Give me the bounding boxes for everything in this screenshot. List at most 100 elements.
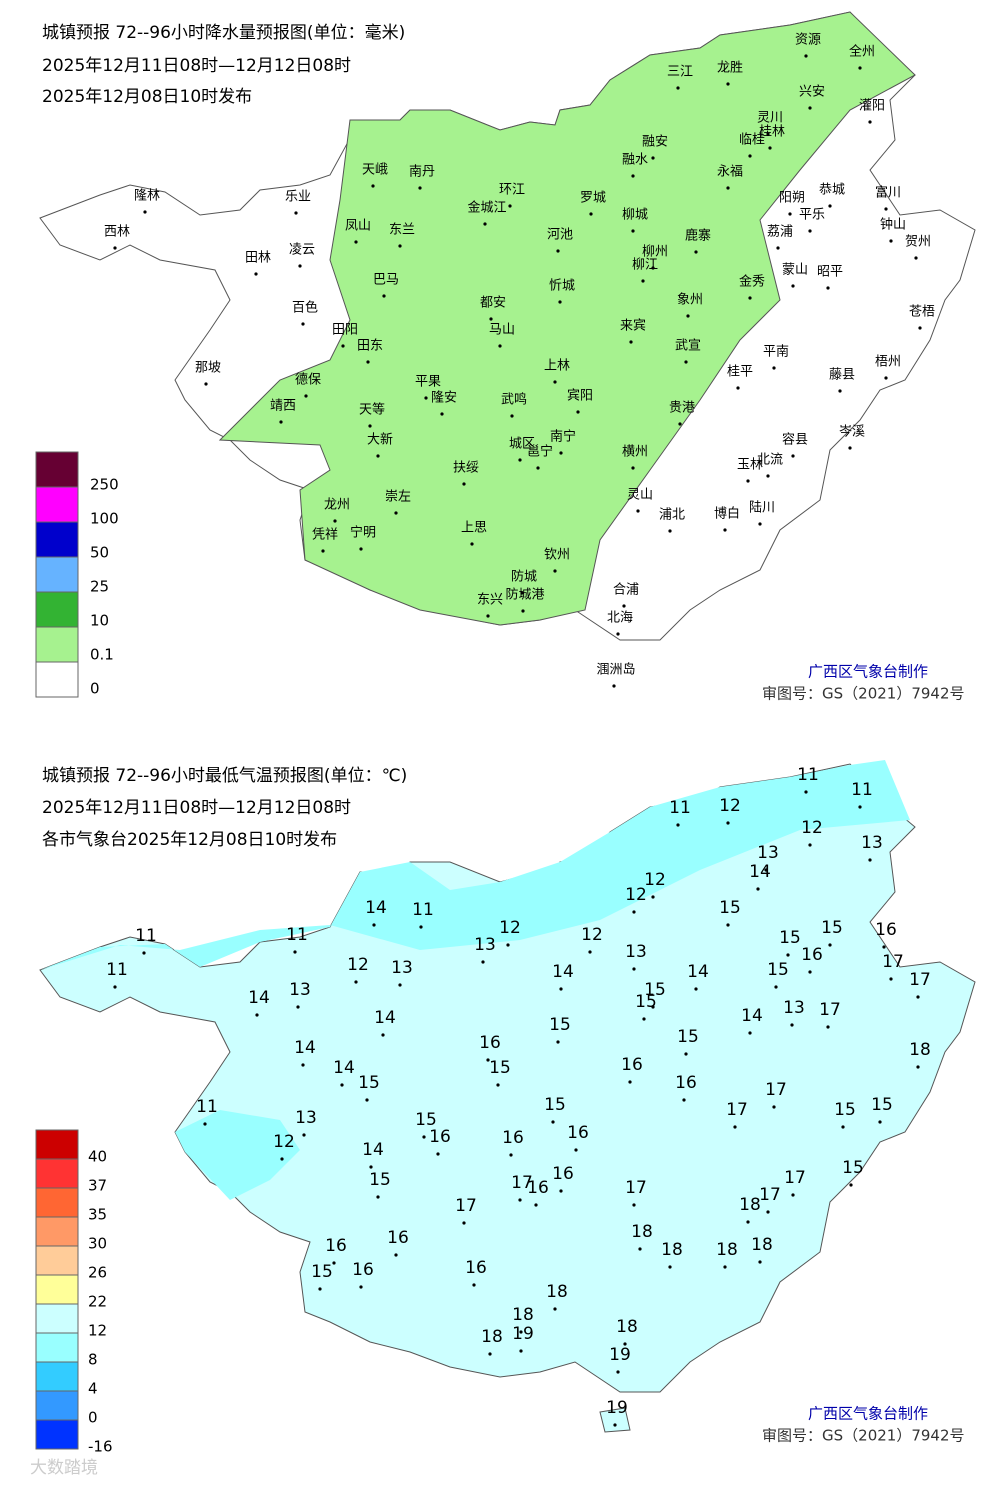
temperature-value: 11 xyxy=(135,926,157,946)
station-dot xyxy=(808,843,812,847)
station-dot xyxy=(340,1083,344,1087)
temperature-value: 13 xyxy=(861,833,883,853)
station-dot xyxy=(766,1210,770,1214)
temperature-value: 17 xyxy=(455,1196,477,1216)
temperature-value: 14 xyxy=(741,1006,763,1026)
city-label: 永福 xyxy=(717,165,743,180)
legend-swatch xyxy=(35,1158,79,1189)
temperature-value: 18 xyxy=(631,1222,653,1242)
legend-label: 8 xyxy=(88,1351,98,1369)
temperature-value: 15 xyxy=(644,980,666,1000)
station-dot xyxy=(333,519,337,523)
city-label: 藤县 xyxy=(829,368,855,383)
city-label: 南丹 xyxy=(409,164,435,180)
temperature-value: 14 xyxy=(362,1140,384,1160)
station-dot xyxy=(678,422,682,426)
station-dot xyxy=(113,246,117,250)
temperature-value: 14 xyxy=(749,862,771,882)
station-dot xyxy=(553,380,557,384)
city-label: 桂平 xyxy=(727,365,753,380)
station-dot xyxy=(668,1265,672,1269)
city-label: 融水 xyxy=(622,153,648,168)
station-dot xyxy=(632,967,636,971)
temperature-value: 16 xyxy=(567,1123,589,1143)
temperature-value: 15 xyxy=(677,1027,699,1047)
temperature-value: 18 xyxy=(739,1195,761,1215)
station-dot xyxy=(318,1287,322,1291)
city-label: 防城 xyxy=(511,569,537,585)
station-dot xyxy=(366,360,370,364)
station-dot xyxy=(321,549,325,553)
station-dot xyxy=(298,264,302,268)
temperature-value: 15 xyxy=(871,1095,893,1115)
station-dot xyxy=(483,222,487,226)
temperature-value: 11 xyxy=(412,900,434,920)
temperature-value: 13 xyxy=(625,942,647,962)
legend-swatch xyxy=(35,591,79,628)
station-dot xyxy=(294,211,298,215)
temperature-value: 17 xyxy=(625,1178,647,1198)
station-dot xyxy=(748,296,752,300)
station-dot xyxy=(279,420,283,424)
city-label: 金秀 xyxy=(739,274,765,290)
city-label: 浦北 xyxy=(659,508,685,523)
station-dot xyxy=(558,300,562,304)
city-label: 金城江 xyxy=(467,200,506,216)
station-dot xyxy=(841,1125,845,1129)
legend-swatch xyxy=(35,1419,79,1450)
watermark: 大数踏境 xyxy=(30,1458,98,1478)
temperature-value: 17 xyxy=(765,1080,787,1100)
station-dot xyxy=(296,1005,300,1009)
city-label: 邕宁 xyxy=(527,444,553,460)
city-label: 柳江 xyxy=(632,258,658,273)
temperature-value: 13 xyxy=(289,980,311,1000)
city-label: 灵山 xyxy=(627,488,653,503)
station-dot xyxy=(521,609,525,613)
station-dot xyxy=(623,1342,627,1346)
station-dot xyxy=(808,229,812,233)
station-dot xyxy=(828,943,832,947)
title: 城镇预报 72--96小时最低气温预报图(单位：℃) xyxy=(42,766,407,786)
city-label: 富川 xyxy=(875,185,901,201)
station-dot xyxy=(758,522,762,526)
station-dot xyxy=(791,284,795,288)
station-dot xyxy=(786,953,790,957)
station-dot xyxy=(694,250,698,254)
city-label: 玉林 xyxy=(737,458,763,473)
temperature-value: 14 xyxy=(552,962,574,982)
temperature-value: 15 xyxy=(369,1170,391,1190)
legend-label: 25 xyxy=(90,578,109,596)
temperature-value: 19 xyxy=(512,1324,534,1344)
title: 城镇预报 72--96小时降水量预报图(单位：毫米) xyxy=(42,23,405,43)
station-dot xyxy=(682,1098,686,1102)
temperature-value: 17 xyxy=(819,1000,841,1020)
issued: 各市气象台2025年12月08日10时发布 xyxy=(42,830,337,850)
city-label: 城区 xyxy=(509,437,535,452)
station-dot xyxy=(113,985,117,989)
city-label: 乐业 xyxy=(285,190,311,205)
station-dot xyxy=(848,446,852,450)
station-dot xyxy=(518,1198,522,1202)
station-dot xyxy=(631,174,635,178)
station-dot xyxy=(804,54,808,58)
station-dot xyxy=(551,1120,555,1124)
city-label: 西林 xyxy=(104,225,130,240)
station-dot xyxy=(398,983,402,987)
city-label: 马山 xyxy=(489,323,515,338)
temperature-value: 13 xyxy=(783,998,805,1018)
station-dot xyxy=(764,868,768,872)
station-dot xyxy=(772,366,776,370)
station-dot xyxy=(616,632,620,636)
station-dot xyxy=(509,1153,513,1157)
station-dot xyxy=(613,1423,617,1427)
station-dot xyxy=(638,1247,642,1251)
temperature-value: 12 xyxy=(499,918,521,938)
city-label: 天峨 xyxy=(362,163,388,178)
station-dot xyxy=(636,509,640,513)
temperature-value: 17 xyxy=(726,1100,748,1120)
legend-label: 37 xyxy=(88,1177,107,1195)
station-dot xyxy=(889,977,893,981)
station-dot xyxy=(808,970,812,974)
city-label: 南宁 xyxy=(550,429,576,445)
station-dot xyxy=(486,614,490,618)
